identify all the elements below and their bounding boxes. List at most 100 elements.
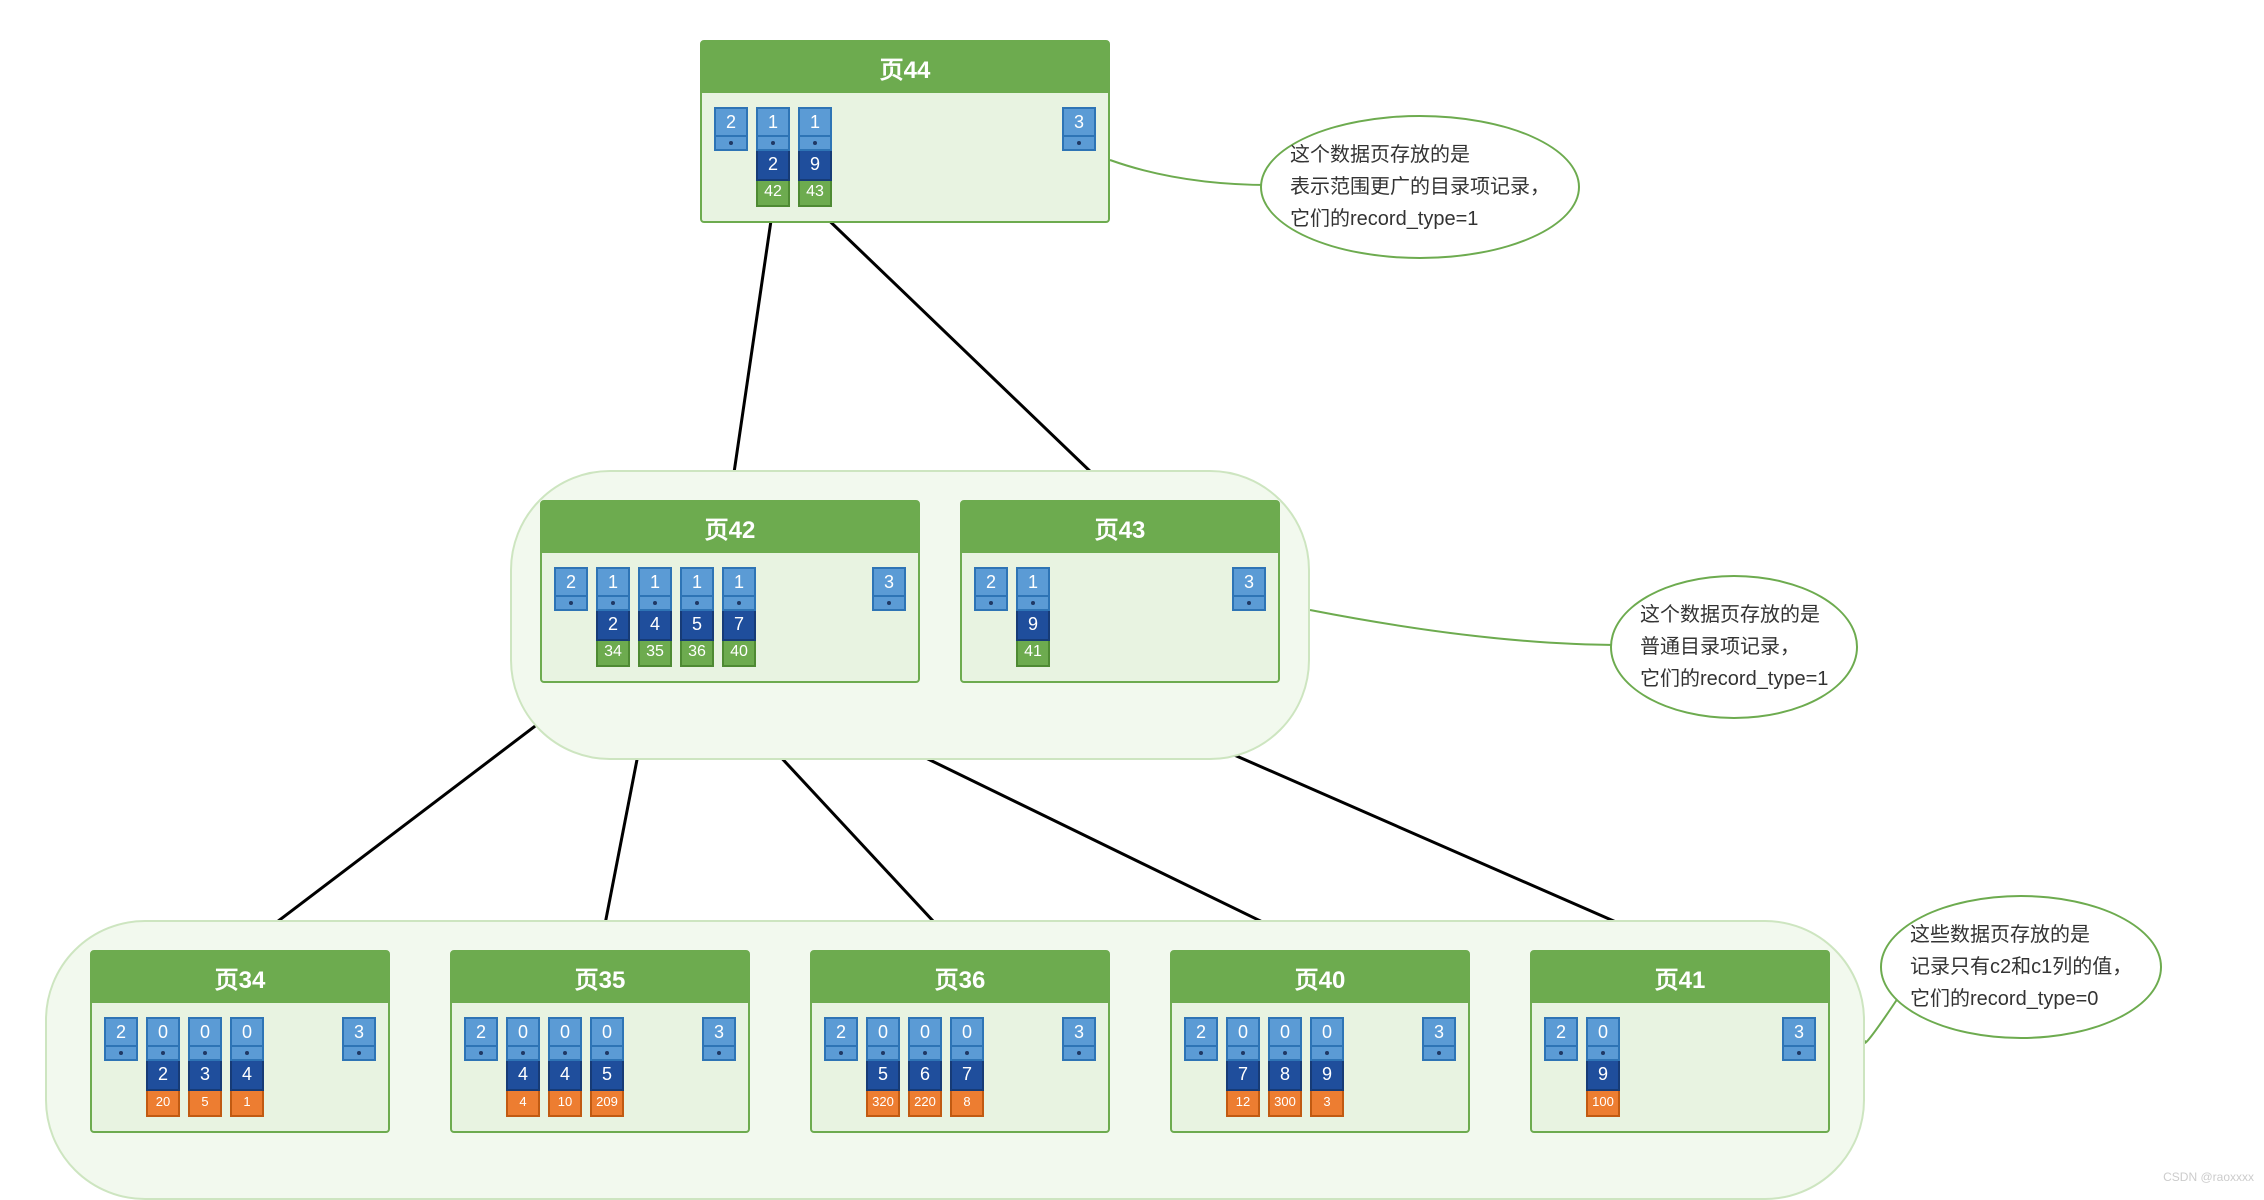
cell-top: 2 (1184, 1017, 1218, 1047)
supremum-record: 3 (1782, 1017, 1816, 1061)
cell-mid: 4 (506, 1061, 540, 1091)
page-body: 202200350413 (92, 1003, 388, 1131)
data-record: 078 (950, 1017, 984, 1117)
callout-line: 它们的record_type=0 (1910, 983, 2132, 1015)
cell-top: 3 (702, 1017, 736, 1047)
cell-top: 0 (1268, 1017, 1302, 1047)
infimum-record: 2 (464, 1017, 498, 1061)
supremum-record: 3 (702, 1017, 736, 1061)
cell-top: 0 (866, 1017, 900, 1047)
cell-mid: 8 (1268, 1061, 1302, 1091)
cell-top: 1 (798, 107, 832, 137)
cell-top: 0 (950, 1017, 984, 1047)
cell-ptr (464, 1047, 498, 1061)
cell-top: 0 (908, 1017, 942, 1047)
data-record: 044 (506, 1017, 540, 1117)
data-record: 1941 (1016, 567, 1050, 667)
page-title: 页41 (1532, 952, 1828, 1003)
data-record: 1242 (756, 107, 790, 207)
supremum-record: 3 (1232, 567, 1266, 611)
cell-top: 2 (464, 1017, 498, 1047)
cell-green: 36 (680, 641, 714, 667)
data-record: 0 41 (230, 1017, 264, 1117)
data-record: 1943 (798, 107, 832, 207)
cell-top: 1 (680, 567, 714, 597)
infimum-record: 2 (554, 567, 588, 611)
cell-orange: 10 (548, 1091, 582, 1117)
data-record: 0410 (548, 1017, 582, 1117)
data-record: 0220 (146, 1017, 180, 1117)
callout-line: 这个数据页存放的是 (1640, 599, 1828, 631)
callout-mid-level: 这个数据页存放的是 普通目录项记录， 它们的record_type=1 (1610, 575, 1858, 719)
data-record: 09100 (1586, 1017, 1620, 1117)
cell-top: 2 (1544, 1017, 1578, 1047)
page-body: 212341435153617403 (542, 553, 918, 681)
callout-line: 记录只有c2和c1列的值， (1910, 951, 2132, 983)
cell-ptr (146, 1047, 180, 1061)
cell-ptr (188, 1047, 222, 1061)
cell-orange: 5 (188, 1091, 222, 1117)
cell-ptr (908, 1047, 942, 1061)
infimum-record: 2 (104, 1017, 138, 1061)
page-p41: 页41 2 09100 3 (1530, 950, 1830, 1133)
cell-top: 1 (756, 107, 790, 137)
cell-green: 40 (722, 641, 756, 667)
cell-orange: 100 (1586, 1091, 1620, 1117)
cell-ptr (1422, 1047, 1456, 1061)
page-title: 页43 (962, 502, 1278, 553)
cell-mid: 9 (1310, 1061, 1344, 1091)
cell-top: 3 (1422, 1017, 1456, 1047)
cell-mid: 3 (188, 1061, 222, 1091)
page-title: 页34 (92, 952, 388, 1003)
callout-line: 这个数据页存放的是 (1290, 139, 1550, 171)
data-record: 05320 (866, 1017, 900, 1117)
page-body: 2124219433 (702, 93, 1108, 221)
cell-mid: 4 (230, 1061, 264, 1091)
cell-green: 34 (596, 641, 630, 667)
cell-mid: 7 (722, 611, 756, 641)
cell-top: 3 (342, 1017, 376, 1047)
cell-top: 3 (1232, 567, 1266, 597)
cell-ptr (1062, 137, 1096, 151)
supremum-record: 3 (342, 1017, 376, 1061)
cell-top: 1 (638, 567, 672, 597)
cell-top: 1 (596, 567, 630, 597)
infimum-record: 2 (824, 1017, 858, 1061)
cell-top: 0 (590, 1017, 624, 1047)
cell-mid: 5 (866, 1061, 900, 1091)
cell-ptr (548, 1047, 582, 1061)
cell-ptr (596, 597, 630, 611)
callout-line: 这些数据页存放的是 (1910, 919, 2132, 951)
cell-ptr (554, 597, 588, 611)
cell-ptr (872, 597, 906, 611)
cell-ptr (866, 1047, 900, 1061)
data-record: 1234 (596, 567, 630, 667)
infimum-record: 2 (1544, 1017, 1578, 1061)
cell-orange: 20 (146, 1091, 180, 1117)
supremum-record: 3 (1422, 1017, 1456, 1061)
callout-line: 普通目录项记录， (1640, 631, 1828, 663)
cell-mid: 4 (548, 1061, 582, 1091)
callout-line: 它们的record_type=1 (1290, 203, 1550, 235)
cell-ptr (1586, 1047, 1620, 1061)
cell-ptr (714, 137, 748, 151)
callout-top-level: 这个数据页存放的是 表示范围更广的目录项记录， 它们的record_type=1 (1260, 115, 1580, 259)
cell-green: 35 (638, 641, 672, 667)
cell-top: 0 (188, 1017, 222, 1047)
watermark: CSDN @raoxxxx (2163, 1170, 2254, 1184)
cell-green: 42 (756, 181, 790, 207)
cell-ptr (1310, 1047, 1344, 1061)
cell-orange: 300 (1268, 1091, 1302, 1117)
cell-ptr (1232, 597, 1266, 611)
page-body: 2 09100 3 (1532, 1003, 1828, 1131)
cell-top: 2 (714, 107, 748, 137)
infimum-record: 2 (974, 567, 1008, 611)
cell-ptr (1268, 1047, 1302, 1061)
cell-orange: 12 (1226, 1091, 1260, 1117)
cell-top: 1 (722, 567, 756, 597)
cell-top: 0 (230, 1017, 264, 1047)
cell-top: 1 (1016, 567, 1050, 597)
page-p40: 页4020712083000933 (1170, 950, 1470, 1133)
cell-orange: 1 (230, 1091, 264, 1117)
data-record: 1740 (722, 567, 756, 667)
